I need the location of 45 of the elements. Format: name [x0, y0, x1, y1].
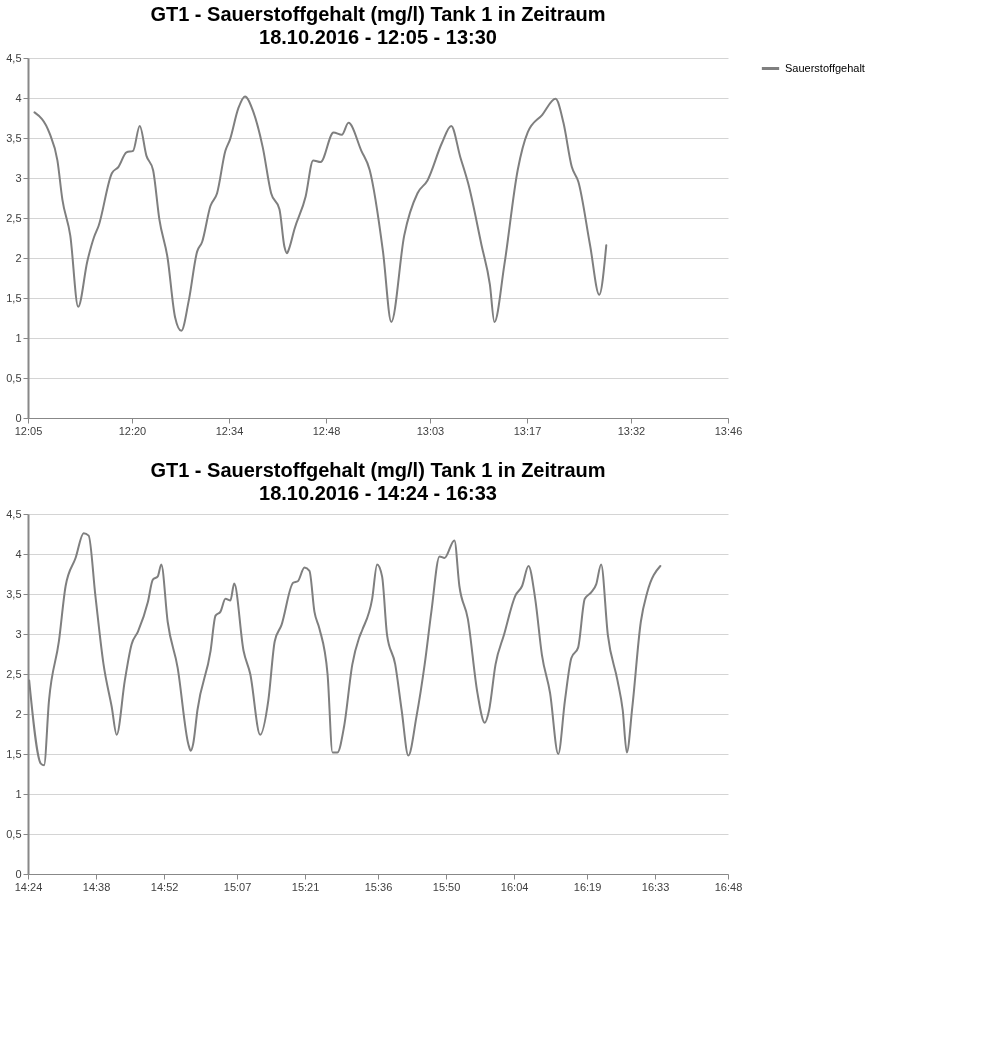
x-tick-label: 16:48	[714, 880, 743, 893]
y-tick-label: 0	[15, 411, 22, 424]
y-tick-label: 2,5	[6, 211, 22, 224]
y-tick-label: 3,5	[6, 131, 22, 144]
y-tick-label: 1	[15, 787, 22, 800]
x-tick-label: 12:05	[14, 424, 43, 437]
x-tick-label: 14:38	[82, 880, 111, 893]
chart-subtitle: 18.10.2016 - 12:05 - 13:30	[259, 26, 497, 48]
y-tick-label: 1,5	[6, 291, 22, 304]
y-tick-label: 3,5	[6, 587, 22, 600]
x-tick-label: 12:34	[215, 424, 244, 437]
x-tick-label: 16:19	[573, 880, 602, 893]
legend-label: Sauerstoffgehalt	[785, 61, 865, 74]
y-tick-label: 2	[15, 707, 22, 720]
x-tick-label: 13:03	[416, 424, 445, 437]
x-tick-label: 13:32	[617, 424, 646, 437]
y-tick-label: 0,5	[6, 371, 22, 384]
x-tick-label: 16:04	[500, 880, 529, 893]
chart-title: GT1 - Sauerstoffgehalt (mg/l) Tank 1 in Zeitraum	[150, 3, 606, 25]
y-tick-label: 2	[15, 251, 22, 264]
y-tick-label: 0	[15, 867, 22, 880]
y-tick-label: 0,5	[6, 827, 22, 840]
y-tick-label: 4	[15, 91, 22, 104]
y-tick-label: 3	[15, 627, 22, 640]
x-tick-label: 13:17	[513, 424, 542, 437]
x-tick-label: 15:50	[432, 880, 461, 893]
x-tick-label: 12:48	[312, 424, 341, 437]
x-tick-label: 15:07	[223, 880, 252, 893]
y-tick-label: 2,5	[6, 667, 22, 680]
x-tick-label: 14:52	[150, 880, 179, 893]
y-tick-label: 1	[15, 331, 22, 344]
chart-title: GT1 - Sauerstoffgehalt (mg/l) Tank 1 in Zeitraum	[150, 459, 606, 481]
line-series	[33, 95, 608, 332]
chart-subtitle: 18.10.2016 - 14:24 - 16:33	[259, 482, 497, 504]
y-tick-label: 4,5	[6, 51, 22, 64]
y-tick-label: 4	[15, 547, 22, 560]
x-tick-label: 16:33	[641, 880, 670, 893]
x-tick-label: 12:20	[118, 424, 147, 437]
y-tick-label: 4,5	[6, 507, 22, 520]
y-tick-label: 3	[15, 171, 22, 184]
x-tick-label: 14:24	[14, 880, 43, 893]
y-tick-label: 1,5	[6, 747, 22, 760]
x-tick-label: 15:36	[364, 880, 393, 893]
x-tick-label: 15:21	[291, 880, 320, 893]
x-tick-label: 13:46	[714, 424, 743, 437]
